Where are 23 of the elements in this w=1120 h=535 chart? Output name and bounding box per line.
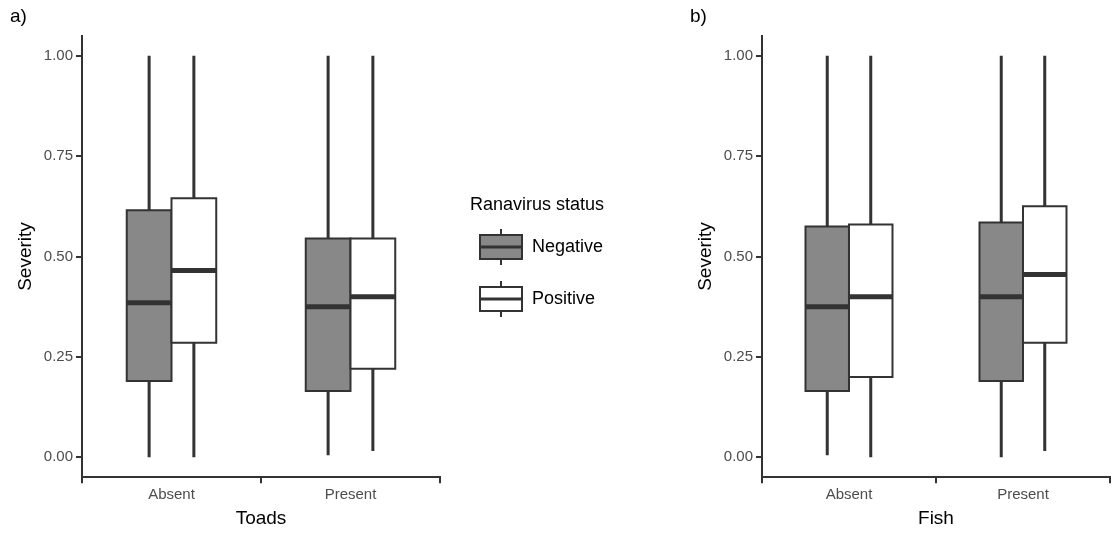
x-axis-title: Toads (235, 506, 287, 528)
chart-title: a) (10, 4, 27, 26)
legend-label: Negative (532, 235, 604, 256)
y-tick-label: 0.50 (723, 246, 753, 264)
y-axis-title: Severity (13, 221, 35, 291)
y-tick-label: 0.50 (43, 246, 73, 264)
y-axis-title: Severity (693, 221, 715, 291)
x-tick-label: Absent (825, 485, 874, 503)
y-tick-label: 1.00 (723, 46, 753, 63)
y-tick-label: 1.00 (43, 46, 73, 63)
y-tick-label: 0.00 (43, 447, 73, 465)
legend-label: Positive (532, 287, 596, 308)
chart-title: b) (690, 4, 707, 26)
x-tick-label: Absent (148, 485, 196, 503)
y-tick-label: 0.25 (723, 346, 753, 364)
x-tick-label: Present (997, 485, 1050, 503)
y-tick-label: 0.25 (43, 346, 73, 364)
y-tick-label: 0.75 (43, 146, 73, 164)
y-tick-label: 0.00 (723, 447, 753, 465)
x-axis-title: Fish (918, 506, 954, 528)
legend-title: Ranavirus status (470, 193, 605, 214)
y-tick-label: 0.75 (723, 146, 753, 164)
x-tick-label: Present (324, 485, 378, 503)
